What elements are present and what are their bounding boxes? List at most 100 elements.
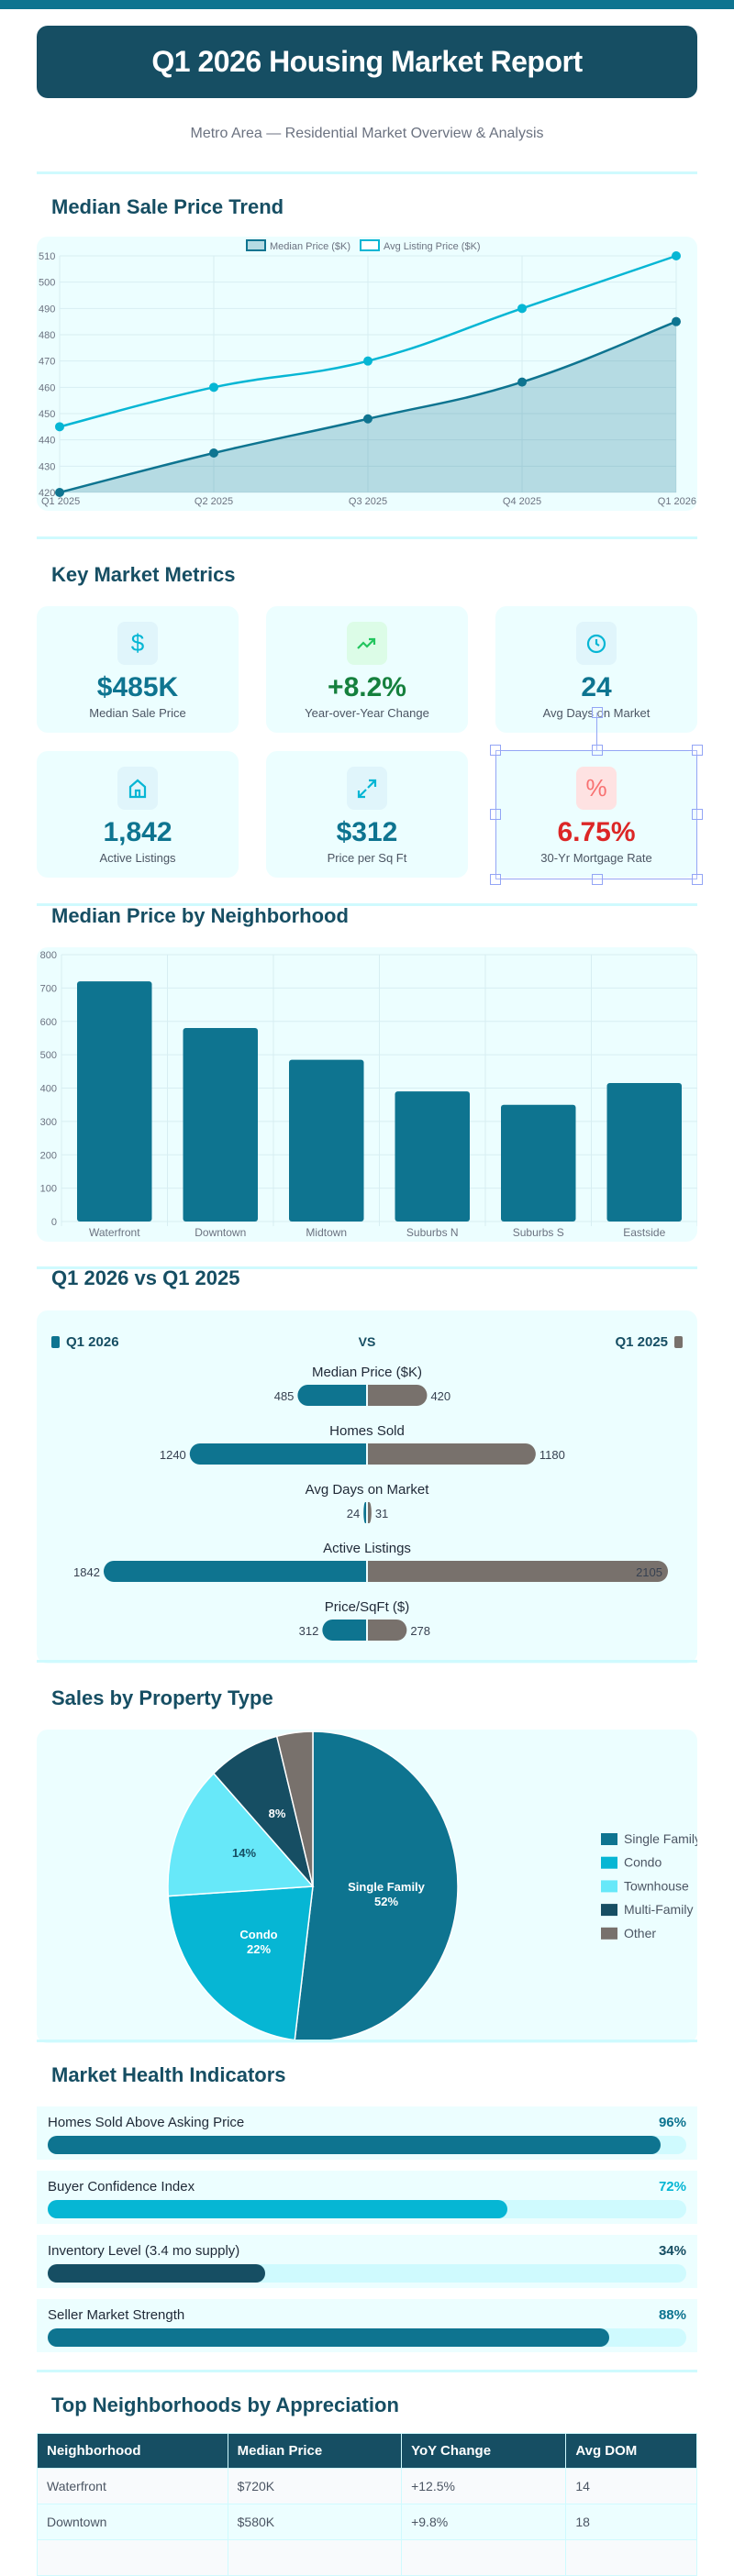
- table-cell: Downtown: [37, 2504, 228, 2540]
- metric-label: Price per Sq Ft: [327, 851, 407, 865]
- metric-card[interactable]: % 6.75% 30-Yr Mortgage Rate: [495, 751, 697, 878]
- y-tick-label: 800: [40, 950, 57, 961]
- value-left: 24: [347, 1507, 360, 1520]
- resize-handle[interactable]: [692, 745, 703, 756]
- comparison-panel: Q1 2026 VS Q1 2025 Median Price ($K) 485 420 H…: [37, 1310, 697, 1664]
- resize-handle[interactable]: [592, 874, 603, 885]
- bar-previous: [368, 1502, 372, 1523]
- table-cell: Waterfront: [37, 2468, 228, 2504]
- legend-label: Q1 2026: [66, 1334, 119, 1350]
- value-left: 312: [299, 1624, 319, 1638]
- x-tick-label: Q2 2025: [195, 496, 233, 507]
- table-cell: [401, 2539, 567, 2576]
- metric-value: +8.2%: [328, 672, 406, 702]
- data-point: [672, 251, 681, 260]
- resize-handle[interactable]: [490, 745, 501, 756]
- column-header[interactable]: Avg DOM: [565, 2433, 697, 2469]
- line-chart: 420 430 440 450 460 470 480 490 500 510 Q1 2025 Q2 …: [39, 239, 696, 507]
- column-header[interactable]: YoY Change: [401, 2433, 567, 2469]
- divider: [37, 1660, 697, 1663]
- legend-swatch: [601, 1880, 617, 1893]
- metric-value: $485K: [96, 672, 179, 702]
- value-right: 420: [430, 1389, 450, 1403]
- percent-icon: %: [576, 767, 617, 810]
- trending-up-icon: [347, 622, 387, 665]
- x-tick-label: Suburbs S: [513, 1226, 564, 1239]
- bar-current: [189, 1443, 366, 1465]
- legend-swatch: [601, 1833, 617, 1845]
- bar: [606, 1083, 682, 1222]
- indicator-value: 34%: [658, 2243, 686, 2259]
- divider: [37, 536, 697, 539]
- data-point: [363, 414, 373, 424]
- divider: [37, 171, 697, 174]
- progress-fill: [48, 2136, 662, 2154]
- y-tick-label: 0: [51, 1217, 57, 1228]
- area-fill: [60, 321, 676, 492]
- metric-label: Median Sale Price: [89, 706, 186, 720]
- row-label: Avg Days on Market: [306, 1482, 430, 1498]
- x-tick-label: Downtown: [195, 1226, 246, 1239]
- line-chart-panel: 420 430 440 450 460 470 480 490 500 510 Q1 2025 Q2 …: [37, 237, 697, 511]
- slice-label: Condo: [239, 1928, 277, 1941]
- metric-card[interactable]: 1,842 Active Listings: [37, 751, 239, 878]
- legend-label: Median Price ($K): [270, 241, 350, 252]
- metric-card[interactable]: +8.2% Year-over-Year Change: [266, 606, 468, 733]
- resize-handle[interactable]: [692, 874, 703, 885]
- indicator-label: Buyer Confidence Index: [48, 2179, 195, 2195]
- y-tick-label: 420: [39, 488, 55, 499]
- progress-track: [48, 2200, 686, 2218]
- bar: [183, 1028, 258, 1222]
- home-icon: [117, 767, 158, 810]
- slice-label: Single Family: [348, 1880, 426, 1894]
- progress-fill: [48, 2200, 508, 2218]
- y-tick-label: 440: [39, 436, 55, 447]
- table-row: Downtown $580K +9.8% 18: [37, 2504, 697, 2540]
- column-header[interactable]: Neighborhood: [37, 2433, 228, 2469]
- progress-fill: [48, 2264, 265, 2283]
- divider: [37, 903, 697, 906]
- table-cell: 14: [565, 2468, 697, 2504]
- metric-label: Year-over-Year Change: [305, 706, 429, 720]
- metric-card[interactable]: $312 Price per Sq Ft: [266, 751, 468, 878]
- resize-handle[interactable]: [592, 745, 603, 756]
- column-header[interactable]: Median Price: [227, 2433, 403, 2469]
- neighborhood-table: Neighborhood Median Price YoY Change Avg…: [37, 2433, 697, 2576]
- metric-label: Active Listings: [99, 851, 176, 865]
- resize-handle[interactable]: [490, 874, 501, 885]
- legend-label: Q1 2025: [615, 1334, 668, 1350]
- bar: [289, 1059, 364, 1222]
- table-cell: [565, 2539, 697, 2576]
- pie-slice: [294, 1730, 459, 2042]
- table-cell: [37, 2539, 228, 2576]
- indicator-value: 96%: [658, 2115, 686, 2130]
- legend-swatch: [601, 1927, 617, 1940]
- slice-percent: 8%: [269, 1807, 286, 1820]
- rotate-handle[interactable]: [592, 707, 603, 718]
- data-point: [517, 304, 527, 314]
- row-label: Price/SqFt ($): [325, 1599, 410, 1615]
- table-cell: +12.5%: [401, 2468, 567, 2504]
- row-label: Homes Sold: [329, 1423, 405, 1439]
- legend-label: Other: [624, 1926, 656, 1940]
- value-left: 485: [274, 1389, 295, 1403]
- resize-handle[interactable]: [692, 809, 703, 820]
- indicator-label: Inventory Level (3.4 mo supply): [48, 2243, 240, 2259]
- metric-card[interactable]: $ $485K Median Sale Price: [37, 606, 239, 733]
- divider: [37, 2370, 697, 2372]
- x-tick-label: Q1 2025: [41, 496, 80, 507]
- data-point: [209, 448, 218, 458]
- bar: [395, 1091, 470, 1222]
- legend-swatch: [674, 1336, 683, 1348]
- data-point: [517, 377, 527, 387]
- data-point: [55, 488, 64, 497]
- progress-track: [48, 2264, 686, 2283]
- resize-handle[interactable]: [490, 809, 501, 820]
- bar-current: [297, 1385, 366, 1406]
- health-indicator: Homes Sold Above Asking Price 96%: [37, 2106, 697, 2160]
- selection-box[interactable]: [490, 707, 703, 885]
- section-title-health: Market Health Indicators: [51, 2063, 286, 2086]
- section-title-property: Sales by Property Type: [51, 1686, 273, 1709]
- table-cell: +9.8%: [401, 2504, 567, 2540]
